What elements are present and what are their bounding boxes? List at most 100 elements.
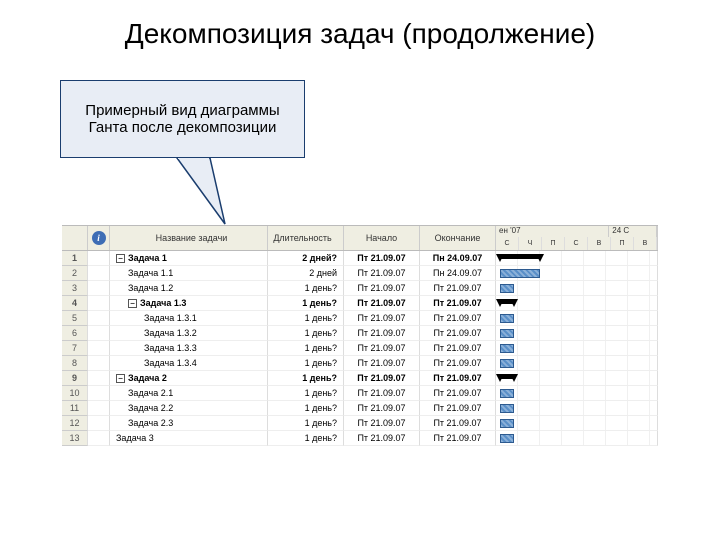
row-duration[interactable]: 1 день? bbox=[268, 401, 344, 416]
row-duration[interactable]: 1 день? bbox=[268, 326, 344, 341]
row-end[interactable]: Пт 21.09.07 bbox=[420, 371, 496, 386]
header-info[interactable]: i bbox=[88, 226, 110, 250]
row-duration[interactable]: 1 день? bbox=[268, 281, 344, 296]
gantt-task-bar[interactable] bbox=[500, 314, 514, 323]
row-id[interactable]: 4 bbox=[62, 296, 88, 311]
row-task-name[interactable]: Задача 1.3.1 bbox=[110, 311, 268, 326]
row-start[interactable]: Пт 21.09.07 bbox=[344, 251, 420, 266]
row-duration[interactable]: 1 день? bbox=[268, 296, 344, 311]
row-end[interactable]: Пт 21.09.07 bbox=[420, 416, 496, 431]
row-duration[interactable]: 2 дней bbox=[268, 266, 344, 281]
header-start[interactable]: Начало bbox=[344, 226, 420, 250]
gantt-task-bar[interactable] bbox=[500, 329, 514, 338]
table-row[interactable]: 10Задача 2.11 день?Пт 21.09.07Пт 21.09.0… bbox=[62, 386, 658, 401]
header-end[interactable]: Окончание bbox=[420, 226, 496, 250]
gantt-summary-bar[interactable] bbox=[500, 254, 540, 259]
header-task-name[interactable]: Название задачи bbox=[110, 226, 268, 250]
row-start[interactable]: Пт 21.09.07 bbox=[344, 371, 420, 386]
row-end[interactable]: Пт 21.09.07 bbox=[420, 281, 496, 296]
row-duration[interactable]: 1 день? bbox=[268, 341, 344, 356]
row-id[interactable]: 13 bbox=[62, 431, 88, 446]
table-row[interactable]: 2 Задача 1.12 днейПт 21.09.07Пн 24.09.07 bbox=[62, 266, 658, 281]
gantt-task-bar[interactable] bbox=[500, 284, 514, 293]
row-end[interactable]: Пт 21.09.07 bbox=[420, 311, 496, 326]
row-duration[interactable]: 1 день? bbox=[268, 311, 344, 326]
row-id[interactable]: 6 bbox=[62, 326, 88, 341]
row-start[interactable]: Пт 21.09.07 bbox=[344, 401, 420, 416]
row-id[interactable]: 2 bbox=[62, 266, 88, 281]
table-row[interactable]: 4−Задача 1.31 день?Пт 21.09.07Пт 21.09.0… bbox=[62, 296, 658, 311]
row-start[interactable]: Пт 21.09.07 bbox=[344, 296, 420, 311]
row-task-name[interactable]: Задача 1.1 bbox=[110, 266, 268, 281]
row-start[interactable]: Пт 21.09.07 bbox=[344, 326, 420, 341]
row-start[interactable]: Пт 21.09.07 bbox=[344, 386, 420, 401]
row-task-name[interactable]: −Задача 1.3 bbox=[110, 296, 268, 311]
row-task-name[interactable]: Задача 2.3 bbox=[110, 416, 268, 431]
row-id[interactable]: 10 bbox=[62, 386, 88, 401]
gantt-task-bar[interactable] bbox=[500, 404, 514, 413]
row-start[interactable]: Пт 21.09.07 bbox=[344, 281, 420, 296]
row-task-name[interactable]: Задача 1.3.2 bbox=[110, 326, 268, 341]
table-row[interactable]: 6Задача 1.3.21 день?Пт 21.09.07Пт 21.09.… bbox=[62, 326, 658, 341]
row-start[interactable]: Пт 21.09.07 bbox=[344, 416, 420, 431]
row-task-name[interactable]: Задача 2.2 bbox=[110, 401, 268, 416]
row-duration[interactable]: 1 день? bbox=[268, 371, 344, 386]
gantt-summary-bar[interactable] bbox=[500, 374, 514, 379]
row-task-name[interactable]: Задача 3 bbox=[110, 431, 268, 446]
header-duration[interactable]: Длительность bbox=[268, 226, 344, 250]
row-id[interactable]: 1 bbox=[62, 251, 88, 266]
row-id[interactable]: 3 bbox=[62, 281, 88, 296]
row-id[interactable]: 11 bbox=[62, 401, 88, 416]
header-id[interactable] bbox=[62, 226, 88, 250]
row-end[interactable]: Пн 24.09.07 bbox=[420, 251, 496, 266]
row-task-name[interactable]: −Задача 1 bbox=[110, 251, 268, 266]
row-id[interactable]: 5 bbox=[62, 311, 88, 326]
table-row[interactable]: 7Задача 1.3.31 день?Пт 21.09.07Пт 21.09.… bbox=[62, 341, 658, 356]
table-row[interactable]: 8Задача 1.3.41 день?Пт 21.09.07Пт 21.09.… bbox=[62, 356, 658, 371]
row-duration[interactable]: 1 день? bbox=[268, 356, 344, 371]
row-start[interactable]: Пт 21.09.07 bbox=[344, 341, 420, 356]
gantt-task-bar[interactable] bbox=[500, 344, 514, 353]
row-task-name[interactable]: Задача 2.1 bbox=[110, 386, 268, 401]
gantt-task-bar[interactable] bbox=[500, 419, 514, 428]
row-duration[interactable]: 1 день? bbox=[268, 386, 344, 401]
gantt-task-bar[interactable] bbox=[500, 269, 540, 278]
row-end[interactable]: Пт 21.09.07 bbox=[420, 356, 496, 371]
row-task-name[interactable]: Задача 1.2 bbox=[110, 281, 268, 296]
table-row[interactable]: 5Задача 1.3.11 день?Пт 21.09.07Пт 21.09.… bbox=[62, 311, 658, 326]
row-id[interactable]: 7 bbox=[62, 341, 88, 356]
table-row[interactable]: 11Задача 2.21 день?Пт 21.09.07Пт 21.09.0… bbox=[62, 401, 658, 416]
gantt-task-bar[interactable] bbox=[500, 359, 514, 368]
gantt-task-bar[interactable] bbox=[500, 434, 514, 443]
row-end[interactable]: Пт 21.09.07 bbox=[420, 341, 496, 356]
row-end[interactable]: Пт 21.09.07 bbox=[420, 296, 496, 311]
row-end[interactable]: Пт 21.09.07 bbox=[420, 386, 496, 401]
row-end[interactable]: Пт 21.09.07 bbox=[420, 431, 496, 446]
collapse-icon[interactable]: − bbox=[116, 254, 125, 263]
row-task-name[interactable]: −Задача 2 bbox=[110, 371, 268, 386]
row-id[interactable]: 8 bbox=[62, 356, 88, 371]
row-id[interactable]: 9 bbox=[62, 371, 88, 386]
table-row[interactable]: 9−Задача 21 день?Пт 21.09.07Пт 21.09.07 bbox=[62, 371, 658, 386]
table-row[interactable]: 12Задача 2.31 день?Пт 21.09.07Пт 21.09.0… bbox=[62, 416, 658, 431]
collapse-icon[interactable]: − bbox=[128, 299, 137, 308]
row-start[interactable]: Пт 21.09.07 bbox=[344, 311, 420, 326]
row-start[interactable]: Пт 21.09.07 bbox=[344, 431, 420, 446]
row-end[interactable]: Пн 24.09.07 bbox=[420, 266, 496, 281]
row-duration[interactable]: 2 дней? bbox=[268, 251, 344, 266]
row-task-name[interactable]: Задача 1.3.3 bbox=[110, 341, 268, 356]
gantt-task-bar[interactable] bbox=[500, 389, 514, 398]
row-start[interactable]: Пт 21.09.07 bbox=[344, 266, 420, 281]
table-row[interactable]: 3Задача 1.21 день?Пт 21.09.07Пт 21.09.07 bbox=[62, 281, 658, 296]
row-id[interactable]: 12 bbox=[62, 416, 88, 431]
row-start[interactable]: Пт 21.09.07 bbox=[344, 356, 420, 371]
collapse-icon[interactable]: − bbox=[116, 374, 125, 383]
row-duration[interactable]: 1 день? bbox=[268, 416, 344, 431]
row-task-name[interactable]: Задача 1.3.4 bbox=[110, 356, 268, 371]
table-row[interactable]: 13Задача 31 день?Пт 21.09.07Пт 21.09.07 bbox=[62, 431, 658, 446]
row-end[interactable]: Пт 21.09.07 bbox=[420, 326, 496, 341]
gantt-summary-bar[interactable] bbox=[500, 299, 514, 304]
row-duration[interactable]: 1 день? bbox=[268, 431, 344, 446]
row-end[interactable]: Пт 21.09.07 bbox=[420, 401, 496, 416]
table-row[interactable]: 1 −Задача 12 дней?Пт 21.09.07Пн 24.09.07 bbox=[62, 251, 658, 266]
